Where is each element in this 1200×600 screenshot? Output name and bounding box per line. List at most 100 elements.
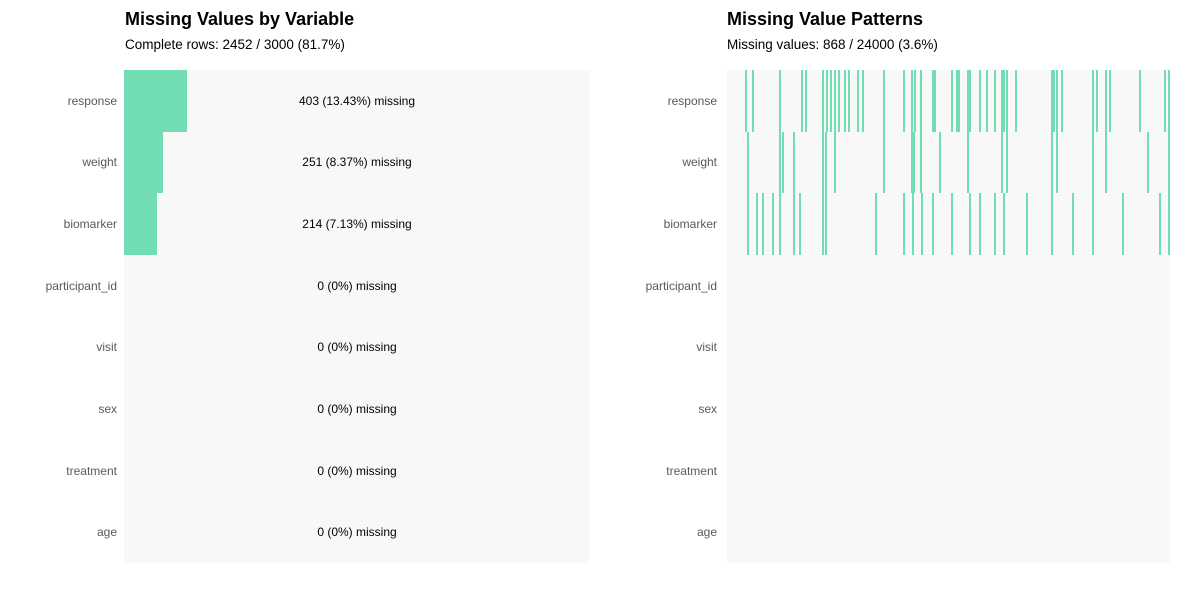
missing-count-annotation: 0 (0%) missing [317,525,397,540]
missing-cell-tick [1168,131,1171,194]
row-label-visit: visit [696,340,717,355]
missing-cell-tick [847,70,850,132]
missing-cell-tick [955,70,958,132]
missing-cell-tick [838,70,841,132]
missing-cell-tick [781,131,784,194]
missing-cell-tick [920,193,923,255]
missing-bar-response [124,70,187,132]
missing-cell-tick [834,70,837,132]
row-label-response: response [667,93,717,108]
missing-cell-tick [969,70,972,132]
missing-count-annotation: 403 (13.43%) missing [298,93,416,108]
missing-cell-tick [1001,131,1004,194]
row-label-sex: sex [98,401,117,416]
missing-cell-tick [911,131,914,194]
missing-cell-tick [969,193,972,255]
missing-cell-tick [1105,70,1108,132]
row-label-treatment: treatment [666,463,717,478]
missing-cell-tick [1168,193,1171,255]
missing-cell-tick [1060,70,1063,132]
missing-cell-tick [903,193,906,255]
missing-cell-tick [1072,193,1074,255]
missing-cell-tick [779,131,782,194]
missing-cell-tick [882,131,885,194]
missing-cell-tick [857,70,860,132]
missing-cell-tick [939,131,942,194]
missing-cell-tick [958,70,961,132]
missing-cell-tick [932,70,934,132]
missing-cell-tick [834,131,837,194]
missing-cell-tick [1006,70,1008,132]
missing-cell-tick [979,193,981,255]
missing-cell-tick [804,70,807,132]
missing-cell-tick [967,70,969,132]
missing-cell-tick [967,131,969,194]
right-chart-subtitle: Missing values: 868 / 24000 (3.6%) [727,37,938,52]
left-chart-title: Missing Values by Variable [125,9,355,29]
missing-cell-tick [1105,131,1108,194]
row-label-response: response [67,93,117,108]
missing-cell-tick [779,193,782,255]
missing-bar-plot-area [124,70,590,563]
missing-cell-tick [792,131,795,194]
missing-cell-tick [1091,70,1094,132]
missing-cell-tick [903,70,906,132]
missing-count-annotation: 214 (7.13%) missing [302,217,412,232]
missing-cell-tick [1164,70,1167,132]
missing-cell-tick [1051,70,1054,132]
missing-cell-tick [994,193,996,255]
missing-cell-tick [825,193,828,255]
missing-cell-tick [920,131,922,194]
missing-cell-tick [1056,131,1058,194]
missing-cell-tick [1091,193,1094,255]
missing-cell-tick [830,70,833,132]
missing-cell-tick [843,70,846,132]
missing-count-annotation: 0 (0%) missing [317,401,397,416]
missing-cell-tick [1056,70,1058,132]
row-label-biomarker: biomarker [63,217,117,232]
missing-cell-tick [1091,131,1094,194]
missing-cell-tick [979,70,981,132]
missing-cell-tick [1095,70,1098,132]
row-label-visit: visit [96,340,117,355]
missing-count-annotation: 0 (0%) missing [317,278,397,293]
row-label-age: age [96,525,117,540]
missing-cell-tick [913,70,916,132]
missing-cell-tick [800,70,803,132]
missing-cell-tick [986,70,988,132]
missing-cell-tick [746,131,749,194]
missing-cell-tick [1146,131,1149,194]
missing-cell-tick [1138,70,1141,132]
missing-cell-tick [825,131,828,194]
missing-cell-tick [862,70,864,132]
missing-cell-tick [1158,193,1161,255]
missing-cell-tick [1025,193,1028,255]
missing-cell-tick [1014,70,1017,132]
missing-cell-tick [912,131,915,194]
row-label-treatment: treatment [66,463,117,478]
missing-cell-tick [826,70,829,132]
row-label-age: age [696,525,717,540]
row-label-weight: weight [682,155,717,170]
missing-cell-tick [822,131,825,194]
missing-cell-tick [1052,70,1055,132]
missing-cell-tick [772,193,775,255]
missing-count-annotation: 0 (0%) missing [317,340,397,355]
missing-cell-tick [912,193,915,255]
missing-cell-tick [799,193,802,255]
row-label-weight: weight [82,155,117,170]
missing-cell-tick [1001,70,1004,132]
missing-cell-tick [874,193,877,255]
row-label-participant_id: participant_id [645,278,717,293]
missing-count-annotation: 0 (0%) missing [317,463,397,478]
missing-cell-tick [920,70,922,132]
missing-cell-tick [761,193,764,255]
missing-cell-tick [1006,131,1008,194]
row-label-biomarker: biomarker [663,217,717,232]
left-chart-subtitle: Complete rows: 2452 / 3000 (81.7%) [125,37,345,52]
missing-cell-tick [951,193,953,255]
missing-bar-biomarker [124,193,158,255]
missing-cell-tick [1051,131,1054,194]
missing-cell-tick [779,70,782,132]
